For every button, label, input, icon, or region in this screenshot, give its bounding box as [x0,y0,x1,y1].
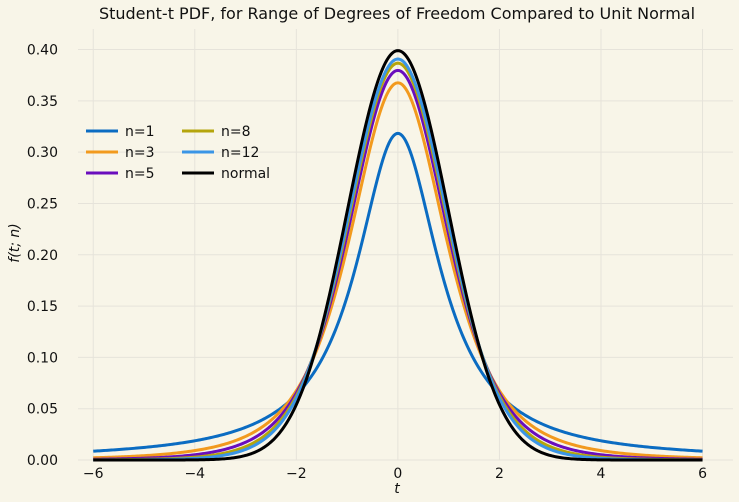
legend-item: n=8 [182,124,251,140]
y-tick-label: 0.05 [27,402,58,418]
y-tick-label: 0.00 [27,453,58,469]
y-tick-label: 0.30 [27,145,58,161]
legend-item: n=5 [86,166,155,182]
x-tick-label: 2 [495,466,504,482]
grid-lines [78,29,733,461]
x-tick-labels: −6 −4 −2 0 2 4 6 [83,466,707,482]
y-tick-label: 0.40 [27,43,58,59]
series-curves [93,49,703,462]
legend-label: n=5 [125,166,155,182]
legend-item: n=3 [86,145,155,161]
y-tick-label: 0.25 [27,196,58,212]
chart-title: Student-t PDF, for Range of Degrees of F… [99,4,695,23]
x-tick-label: −4 [184,466,205,482]
y-tick-label: 0.20 [27,248,58,264]
y-tick-labels: 0.00 0.05 0.10 0.15 0.20 0.25 0.30 0.35 0.40 [27,43,58,469]
x-tick-label: 4 [597,466,606,482]
x-axis-label: t [394,481,400,497]
legend: n=1 n=3 n=5 n=8 n=12 normal [86,124,270,182]
legend-label: n=3 [125,145,155,161]
x-tick-label: −2 [286,466,307,482]
x-tick-label: 0 [393,466,402,482]
legend-label: normal [221,166,270,182]
series-line-n-5 [93,68,703,461]
series-line-normal [93,49,703,462]
y-axis-label: f(t; n) [7,223,23,262]
x-tick-label: 6 [698,466,707,482]
series-line-n-3 [93,81,703,460]
legend-label: n=1 [125,124,155,140]
legend-label: n=12 [221,145,259,161]
y-tick-label: 0.15 [27,299,58,315]
legend-item: n=12 [182,145,259,161]
series-line-n-1 [93,131,703,453]
legend-label: n=8 [221,124,251,140]
x-tick-label: −6 [83,466,104,482]
y-tick-label: 0.10 [27,350,58,366]
y-tick-label: 0.35 [27,94,58,110]
legend-item: n=1 [86,124,155,140]
legend-item: normal [182,166,270,182]
